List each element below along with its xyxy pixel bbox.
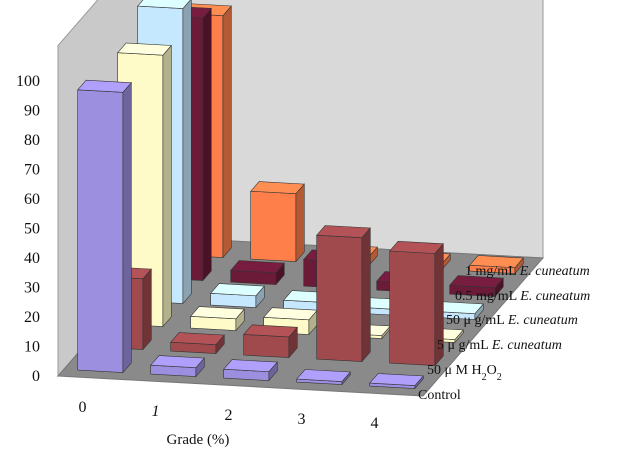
bar-top-face: [223, 359, 278, 373]
bar-top-face: [230, 260, 285, 274]
series-label: 5 μ g/mL E. cuneatum: [437, 338, 562, 353]
series-label-part: 50 μ M H: [427, 363, 482, 378]
bar-front-face: [77, 89, 124, 373]
bar: [77, 79, 132, 374]
bar-front-face: [243, 334, 290, 358]
y-tick-label: 60: [24, 191, 40, 208]
series-label-part: 50 μ g/mL: [446, 313, 508, 328]
y-tick-label: 40: [24, 250, 40, 267]
bar-top-face: [150, 355, 205, 369]
bar-side-face: [162, 44, 172, 328]
bar: [230, 260, 285, 286]
bar-top-face: [296, 369, 351, 382]
series-label: 1 mg/mL E. cuneatum: [465, 264, 590, 279]
bar: [150, 355, 205, 378]
bar: [170, 332, 225, 355]
bar-side-face: [182, 0, 192, 305]
bar-side-face: [222, 5, 232, 259]
y-tick-label: 50: [24, 221, 40, 238]
bar-top-face: [77, 79, 132, 93]
x-axis-label: Grade (%): [167, 432, 230, 448]
bar-top-face: [243, 324, 298, 338]
bar: [316, 225, 371, 363]
series-label-part: E. cuneatum: [519, 289, 590, 304]
bar: [469, 255, 524, 275]
series-label: 0.5 mg/mL E. cuneatum: [455, 289, 590, 304]
series-label: 50 μ g/mL E. cuneatum: [446, 313, 578, 328]
bar: [243, 324, 298, 359]
bar-side-face: [202, 7, 212, 282]
bar-top-face: [263, 307, 318, 321]
x-tick-label: 4: [371, 415, 379, 432]
y-tick-label: 20: [24, 309, 40, 326]
bar-top-face: [316, 225, 371, 239]
series-label-part: 5 μ g/mL: [437, 338, 492, 353]
bar-top-face: [469, 255, 524, 269]
series-label-part: Control: [418, 388, 461, 403]
series-label-part: O: [487, 363, 497, 378]
y-tick-label: 10: [24, 339, 40, 356]
series-label-part: E. cuneatum: [491, 338, 562, 353]
bar-top-face: [117, 42, 172, 56]
y-tick-label: 100: [16, 73, 40, 90]
series-label: Control: [418, 388, 461, 403]
bar-side-face: [361, 227, 371, 363]
bar: [223, 359, 278, 382]
bar: [296, 369, 351, 386]
bars: [77, 0, 524, 390]
series-label-part: 1 mg/mL: [465, 264, 520, 279]
bar-front-face: [316, 234, 363, 362]
bar: [449, 275, 504, 298]
bar: [263, 307, 318, 336]
bar: [369, 373, 424, 390]
back-wall: [177, 0, 544, 259]
y-tick-label: 70: [24, 162, 40, 179]
bar: [389, 240, 444, 367]
series-label-part: E. cuneatum: [507, 313, 578, 328]
y-tick-label: 90: [24, 103, 40, 120]
y-axis-ticks: 0 10 20 30 40 50 60 70 80 90 100: [16, 73, 40, 385]
x-tick-label: 3: [298, 411, 306, 428]
bar-top-face: [389, 240, 444, 254]
bar-top-face: [190, 306, 245, 320]
bar-front-face: [250, 190, 297, 262]
bar-side-face: [142, 268, 152, 351]
x-tick-label: 1: [152, 403, 160, 420]
bar-top-face: [210, 283, 265, 297]
series-label-part: 0.5 mg/mL: [455, 289, 520, 304]
series-label-part: E. cuneatum: [519, 264, 590, 279]
series-label: 50 μ M H2O2: [427, 363, 502, 383]
bar-front-face: [389, 250, 436, 366]
bar-top-face: [369, 373, 424, 386]
bar: [250, 181, 305, 263]
bar: [210, 283, 265, 309]
bar-side-face: [122, 81, 132, 374]
bar-side-face: [295, 183, 305, 263]
bar-top-face: [170, 332, 225, 346]
series-label-part: 2: [482, 372, 487, 383]
bar-top-face: [250, 181, 305, 195]
x-axis-ticks: 0 1 2 3 4: [79, 399, 379, 432]
x-tick-label: 2: [225, 407, 233, 424]
series-label-part: 2: [497, 372, 502, 383]
bar: [190, 306, 245, 332]
y-tick-label: 80: [24, 132, 40, 149]
bar-top-face: [449, 275, 504, 289]
bar-top-face: [137, 0, 191, 9]
y-tick-label: 30: [24, 280, 40, 297]
x-tick-label: 0: [79, 399, 87, 416]
y-tick-label: 0: [32, 368, 40, 385]
